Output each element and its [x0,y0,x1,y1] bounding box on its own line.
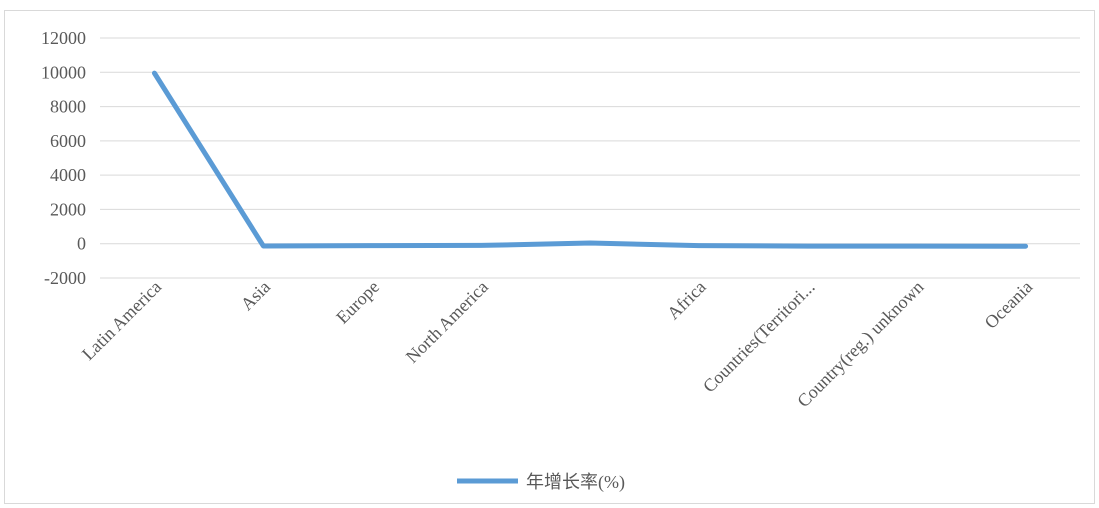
y-axis-tick-labels: 12000 10000 8000 6000 4000 2000 0 -2000 [41,28,86,288]
x-tick-label: Asia [237,277,274,314]
y-tick-label: 2000 [50,199,86,219]
legend-label: 年增长率(%) [526,472,625,493]
x-tick-label: Countries(Territori... [699,277,819,397]
x-tick-label: Africa [663,277,710,324]
x-tick-label: North America [402,277,492,367]
y-tick-label: 0 [77,234,86,254]
x-tick-label: Europe [332,277,383,328]
x-tick-label: Latin America [78,277,165,364]
y-tick-label: 12000 [41,28,86,48]
y-tick-label: 6000 [50,131,86,151]
y-tick-label: 8000 [50,97,86,117]
chart-area [4,10,1095,504]
legend: 年增长率(%) [457,472,625,493]
series-line [151,70,1029,249]
x-tick-label: Country(reg.) unknown [793,277,928,412]
x-tick-label: Oceania [981,277,1037,333]
y-tick-label: 10000 [41,62,86,82]
y-tick-label: 4000 [50,165,86,185]
x-axis-tick-labels: Latin America Asia Europe North America Afri… [78,277,1036,412]
y-tick-label: -2000 [44,268,86,288]
series-lines [151,70,1029,249]
